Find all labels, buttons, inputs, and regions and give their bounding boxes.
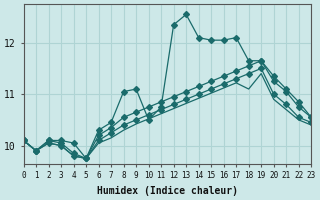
- X-axis label: Humidex (Indice chaleur): Humidex (Indice chaleur): [97, 186, 238, 196]
